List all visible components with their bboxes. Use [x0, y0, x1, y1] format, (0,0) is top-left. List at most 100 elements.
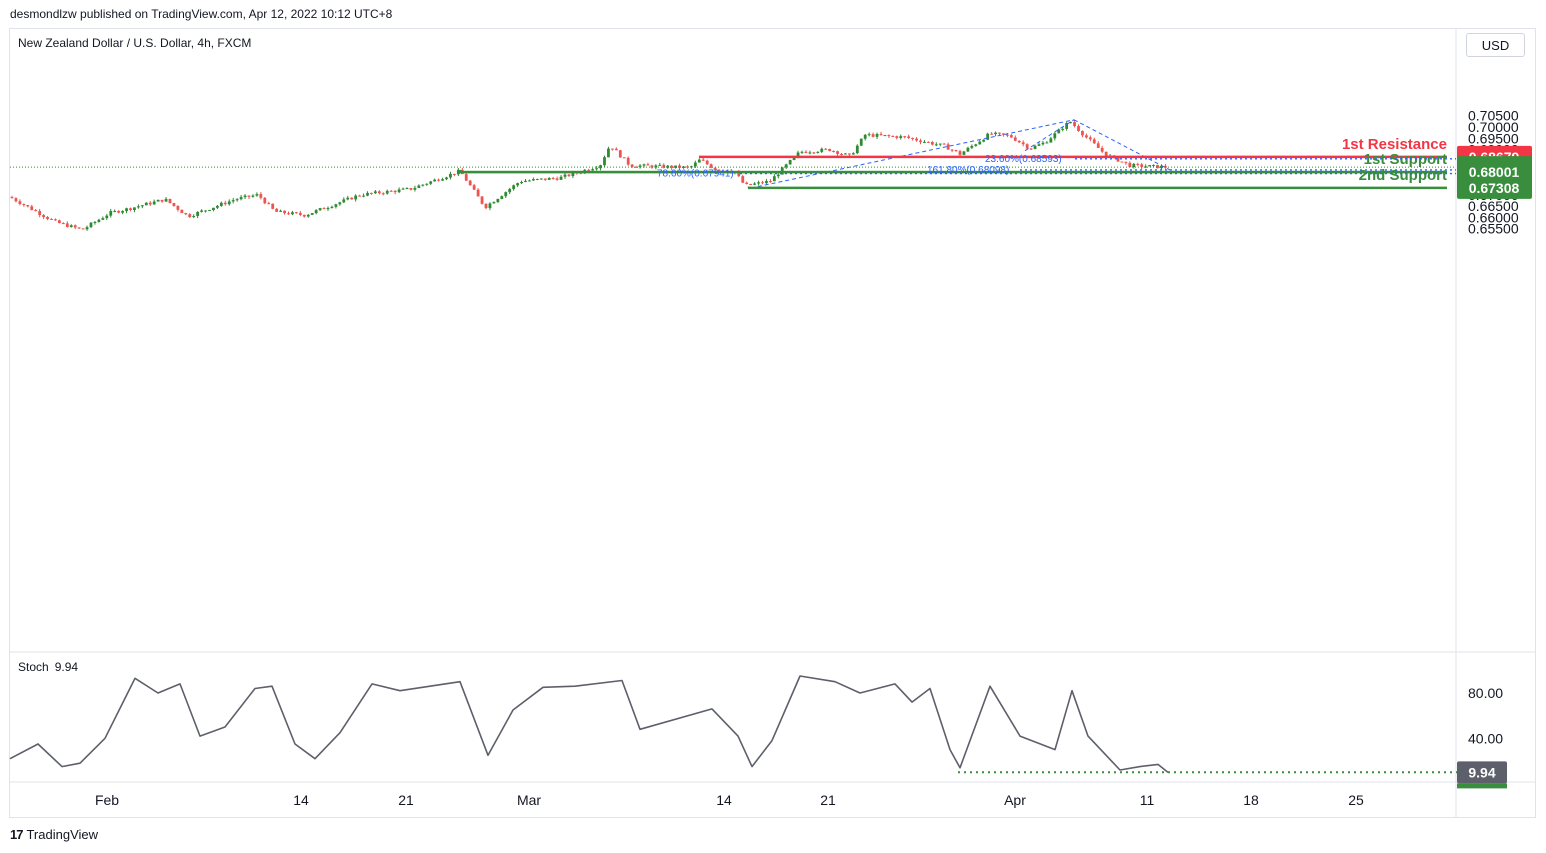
candle-body	[306, 214, 310, 217]
candle-body	[93, 222, 97, 224]
candle-body	[757, 182, 760, 184]
candle-body	[259, 194, 263, 198]
candle-body	[61, 223, 65, 225]
stoch-value: 9.94	[54, 660, 79, 674]
x-axis-tick-label: Apr	[1004, 792, 1026, 808]
y-axis-tick-label: 0.66500	[1468, 198, 1519, 214]
stoch-legend[interactable]: Stoch 9.94	[18, 660, 78, 674]
candle-body	[279, 210, 282, 212]
candle-body	[974, 144, 978, 146]
candle-body	[227, 201, 231, 205]
tradingview-logo-icon: 17	[10, 827, 24, 842]
candle-body	[334, 204, 338, 207]
stoch-line	[9, 675, 1169, 774]
candle-body	[1136, 163, 1140, 165]
candle-body	[1132, 163, 1136, 167]
candle-body	[504, 192, 508, 197]
candle-body	[231, 200, 235, 202]
candle-body	[239, 197, 243, 200]
symbol-title: New Zealand Dollar / U.S. Dollar, 4h, FX…	[18, 36, 252, 50]
candle-body	[393, 190, 397, 193]
candle-body	[275, 208, 279, 212]
candle-body	[871, 134, 875, 137]
candle-body	[674, 165, 677, 168]
candle-body	[638, 165, 642, 168]
x-axis-tick-label: 25	[1348, 792, 1364, 808]
candle-body	[915, 138, 918, 141]
fib-label: 161.80%(0.68098)	[927, 165, 1009, 176]
candle-body	[646, 164, 650, 166]
candle-body	[571, 172, 575, 177]
candle-body	[235, 199, 239, 201]
candle-body	[1096, 143, 1100, 148]
candle-body	[919, 140, 922, 143]
candle-body	[840, 153, 843, 155]
candle-body	[986, 133, 990, 140]
candle-body	[212, 207, 215, 211]
candle-body	[468, 180, 472, 186]
candle-body	[994, 132, 997, 135]
footer[interactable]: 17 TradingView	[10, 827, 98, 842]
candle-body	[1021, 142, 1025, 145]
candle-body	[295, 212, 298, 214]
candle-body	[654, 165, 658, 168]
candle-body	[828, 148, 832, 151]
candle-body	[824, 148, 828, 150]
candle-body	[271, 203, 275, 209]
y-axis-tick-label: 0.70000	[1468, 119, 1519, 135]
candle-body	[745, 182, 749, 184]
candle-body	[567, 174, 571, 177]
candle-body	[89, 222, 93, 228]
candle-body	[1009, 135, 1013, 138]
candle-body	[958, 151, 962, 155]
x-axis-tick-label: 21	[820, 792, 836, 808]
candle-body	[223, 202, 227, 205]
candle-body	[421, 184, 425, 186]
candle-body	[287, 213, 290, 215]
candle-body	[1025, 144, 1029, 149]
candle-body	[903, 136, 907, 138]
candle-body	[883, 135, 887, 137]
candle-body	[1100, 147, 1104, 152]
candle-body	[34, 210, 38, 212]
candle-body	[709, 164, 713, 168]
candle-body	[441, 179, 444, 181]
candle-body	[697, 159, 701, 163]
candle-body	[267, 203, 271, 205]
candle-body	[907, 136, 911, 138]
candle-body	[247, 195, 251, 197]
candle-body	[1148, 165, 1151, 167]
candle-body	[1116, 156, 1120, 162]
candle-body	[682, 166, 685, 168]
x-axis-tick-label: 18	[1243, 792, 1259, 808]
candle-body	[966, 147, 970, 152]
candle-body	[401, 188, 405, 190]
candle-body	[196, 211, 200, 216]
candle-body	[1017, 140, 1021, 143]
candle-body	[148, 202, 152, 205]
candle-body	[156, 199, 160, 202]
candle-body	[144, 202, 148, 206]
candle-body	[867, 134, 871, 136]
candle-body	[488, 203, 492, 209]
candle-body	[417, 185, 421, 188]
candle-body	[796, 152, 800, 157]
candle-body	[1077, 126, 1080, 131]
candle-body	[1041, 142, 1045, 145]
y-axis-tick-label: 0.69500	[1468, 130, 1519, 146]
candle-body	[1160, 165, 1163, 169]
publisher-line: desmondlzw published on TradingView.com,…	[10, 7, 393, 21]
candle-body	[650, 165, 654, 168]
candle-body	[1065, 122, 1069, 129]
candle-body	[765, 180, 768, 184]
candle-body	[366, 192, 369, 196]
candle-body	[772, 176, 776, 182]
candle-body	[946, 144, 950, 150]
candle-body	[990, 133, 993, 135]
candle-body	[58, 220, 61, 224]
candle-body	[472, 185, 476, 190]
candle-body	[1002, 133, 1005, 135]
x-axis-tick-label: 14	[293, 792, 309, 808]
currency-button[interactable]: USD	[1466, 33, 1525, 57]
